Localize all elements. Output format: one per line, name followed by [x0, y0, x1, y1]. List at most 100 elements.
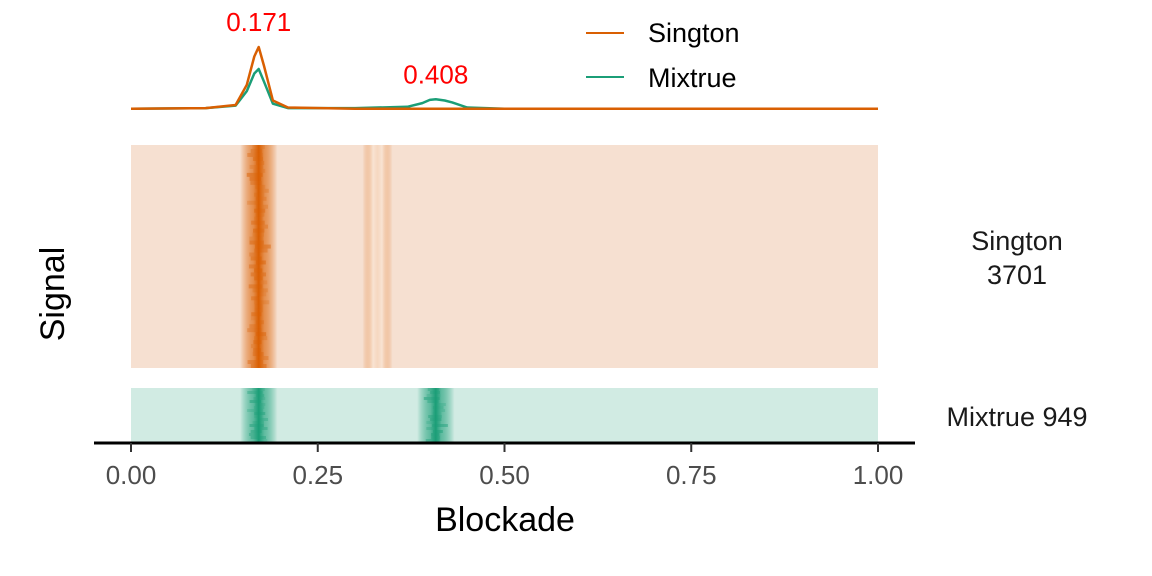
- y-axis-title: Signal: [34, 247, 72, 342]
- heatmap-row-streak: [429, 391, 440, 394]
- heatmap-row-streak: [247, 360, 264, 365]
- heatmap-row-streak: [427, 400, 439, 403]
- heatmap-row-streak: [430, 418, 442, 421]
- heatmap-row-streak: [252, 288, 268, 293]
- heatmap-row-streak: [432, 412, 442, 415]
- heatmap-row-streak: [254, 300, 270, 305]
- heatmap-row-streak: [432, 406, 444, 409]
- heatmap-row-streak: [248, 264, 260, 269]
- heatmap-row-streak: [432, 430, 443, 433]
- heatmap-sington: [131, 145, 878, 368]
- x-axis-ticks: 0.00 0.25 0.50 0.75 1.00: [106, 443, 904, 490]
- heatmap-row-streak: [425, 439, 440, 442]
- legend-label-mixtrue: Mixtrue: [648, 63, 737, 93]
- heatmap-row-streak: [247, 200, 263, 205]
- heatmap-row-streak: [426, 421, 441, 424]
- heatmap-row-streak: [255, 244, 271, 249]
- heatmap-row-streak: [256, 204, 269, 209]
- heatmap-row-streak: [257, 280, 268, 285]
- x-axis-title: Blockade: [435, 501, 575, 539]
- heatmap-row-streak: [432, 424, 448, 427]
- heatmap-row-streak: [254, 336, 268, 341]
- heatmap-row-streak: [247, 391, 263, 394]
- heatmap-row-streak: [257, 292, 267, 297]
- x-tick-label: 1.00: [853, 460, 904, 490]
- heatmap-row-streak: [255, 260, 266, 265]
- heatmap-row-streak: [254, 412, 266, 415]
- heatmap-row-streak: [249, 324, 262, 329]
- peak-annotations: 0.171 0.408: [226, 7, 468, 89]
- heatmap-row-streak: [254, 415, 263, 418]
- heatmap-row-streak: [249, 164, 264, 169]
- heatmap-mixtrue: [131, 388, 878, 442]
- heatmap-row-streak: [253, 192, 265, 197]
- heatmap-row-streak: [252, 228, 265, 233]
- heatmap-row-streak: [251, 312, 262, 317]
- heatmap-row-streak: [251, 220, 265, 225]
- heatmap-row-streak: [251, 316, 260, 321]
- heatmap-row-streak: [249, 252, 260, 257]
- heatmap-row-streak: [254, 208, 266, 213]
- heatmap-row-streak: [252, 156, 263, 161]
- heatmap-row-streak: [252, 388, 265, 391]
- heatmap-row-streak: [247, 152, 263, 157]
- heatmap-row-streak: [253, 397, 266, 400]
- heatmap-row-streak: [257, 418, 269, 421]
- heatmap-row-streak: [252, 421, 264, 424]
- x-tick-label: 0.50: [479, 460, 530, 490]
- heatmap-row-streak: [433, 409, 446, 412]
- heatmap-row-streak: [431, 433, 440, 436]
- heatmap-row-streak: [254, 276, 263, 281]
- heatmap-row-streak: [257, 224, 269, 229]
- heatmap-panels: [131, 145, 878, 442]
- heatmap-row-streak: [431, 436, 440, 439]
- heatmap-row-streak: [256, 394, 265, 397]
- heatmap-row-streak: [257, 439, 268, 442]
- density-line-sington: [130, 45, 878, 110]
- density-line-mixtrue: [130, 67, 878, 110]
- heatmap-row-streak: [426, 427, 437, 430]
- heatmap-row-streak: [257, 188, 269, 193]
- heatmap-row-streak: [250, 430, 262, 433]
- heatmap-row-streak: [423, 397, 440, 400]
- legend-label-sington: Sington: [648, 18, 740, 48]
- legend: Sington Mixtrue: [586, 18, 740, 93]
- heatmap-row-streak: [256, 160, 265, 165]
- heatmap-row-streak: [256, 356, 269, 361]
- heatmap-row-streak: [250, 148, 263, 153]
- heatmap-row-streak: [250, 344, 260, 349]
- heatmap-row-streak: [254, 304, 263, 309]
- heatmap-row-streak: [427, 388, 440, 391]
- heatmap-row-streak: [248, 433, 260, 436]
- heatmap-row-streak: [254, 308, 263, 313]
- heatmap-row-streak: [249, 240, 264, 245]
- heatmap-row-streak: [252, 145, 265, 149]
- heatmap-row-streak: [252, 232, 264, 237]
- facet-label-sington-count: 3701: [987, 260, 1047, 290]
- heatmap-row-streak: [255, 332, 267, 337]
- heatmap-row-streak: [254, 248, 268, 253]
- heatmap-row-streak: [253, 406, 265, 409]
- peak-label-0: 0.171: [226, 7, 291, 37]
- heatmap-row-streak: [254, 216, 263, 221]
- heatmap-row-streak: [255, 196, 267, 201]
- heatmap-row-streak: [247, 328, 262, 333]
- x-tick-label: 0.25: [292, 460, 343, 490]
- heatmap-row-streak: [250, 272, 266, 277]
- heatmap-row-streak: [255, 403, 266, 406]
- facet-label-sington-name: Sington: [971, 226, 1063, 256]
- heatmap-row-streak: [249, 400, 262, 403]
- heatmap-row-streak: [253, 340, 262, 345]
- peak-label-1: 0.408: [403, 59, 468, 89]
- x-tick-label: 0.75: [666, 460, 717, 490]
- heatmap-row-streak: [252, 352, 264, 357]
- heatmap-sington-rows: [246, 145, 271, 368]
- density-plot: [130, 45, 878, 110]
- heatmap-row-streak: [434, 403, 446, 406]
- heatmap-row-streak: [254, 427, 268, 430]
- heatmap-row-streak: [249, 176, 262, 181]
- heatmap-row-streak: [254, 268, 263, 273]
- heatmap-row-streak: [250, 256, 262, 261]
- heatmap-row-streak: [255, 184, 266, 189]
